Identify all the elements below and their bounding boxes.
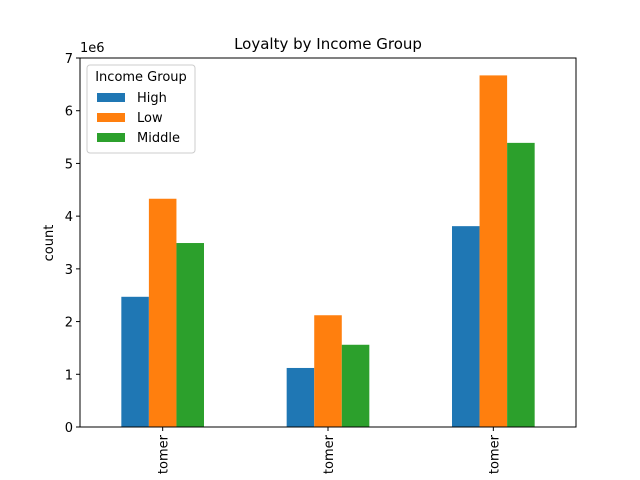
- legend-swatch-middle: [97, 133, 125, 142]
- axes-ticks: 0 1 2 3 4 5 6 7 tomer tomer tomer: [65, 52, 503, 474]
- y-axis-offset-label: 1e6: [80, 41, 105, 56]
- bar-middle-2: [507, 142, 535, 427]
- legend-entry-middle: Middle: [137, 131, 180, 146]
- x-tick-label: tomer: [322, 434, 337, 474]
- bar-high-2: [452, 226, 480, 427]
- legend: Income Group High Low Middle: [86, 64, 196, 154]
- legend-swatch-high: [97, 93, 125, 102]
- bar-high-0: [121, 296, 149, 427]
- bar-middle-0: [176, 243, 204, 427]
- legend-title: Income Group: [95, 70, 187, 85]
- y-tick-label: 5: [65, 157, 73, 172]
- y-tick-label: 2: [65, 316, 73, 331]
- y-tick-label: 0: [65, 421, 73, 436]
- bar-low-0: [148, 198, 177, 427]
- y-tick-label: 1: [65, 368, 73, 383]
- plot-area-frame: [79, 57, 577, 428]
- bar-low-1: [314, 315, 342, 427]
- y-tick-label: 4: [65, 210, 73, 225]
- y-tick-label: 6: [65, 105, 73, 120]
- chart-title: Loyalty by Income Group: [234, 35, 422, 53]
- legend-box: [86, 64, 196, 154]
- bar-high-1: [286, 367, 315, 427]
- x-tick-label: tomer: [487, 434, 502, 474]
- x-tick-label: tomer: [157, 434, 172, 474]
- y-axis-label: count: [42, 225, 57, 262]
- bar-middle-1: [341, 344, 370, 427]
- bar-low-2: [479, 75, 508, 427]
- bars: [121, 75, 535, 427]
- legend-entry-low: Low: [137, 111, 163, 126]
- y-tick-label: 3: [65, 263, 73, 278]
- y-tick-label: 7: [65, 52, 73, 67]
- legend-entry-high: High: [137, 91, 167, 106]
- legend-swatch-low: [97, 113, 125, 122]
